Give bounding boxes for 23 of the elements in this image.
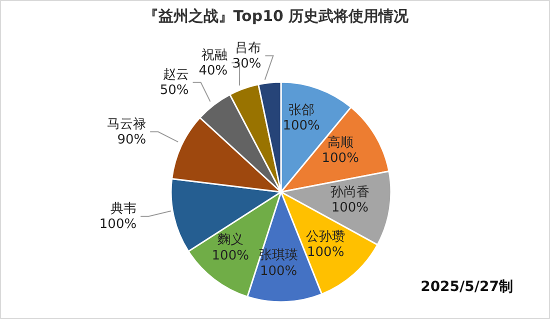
slice-label: 孙尚香	[330, 184, 370, 200]
data-label: 90%	[117, 132, 146, 148]
data-label: 50%	[160, 83, 189, 98]
slice-label: 张郃	[288, 103, 314, 118]
data-label: 40%	[198, 63, 228, 78]
data-label: 100%	[99, 217, 137, 232]
slice-label: 祝融	[202, 48, 228, 63]
data-label: 30%	[232, 56, 262, 72]
slice-label: 马云禄	[107, 116, 146, 132]
data-label: 100%	[331, 200, 368, 216]
data-label: 100%	[260, 264, 298, 279]
text: 2025/5/27制	[420, 278, 513, 296]
slice-label: 高顺	[327, 134, 354, 150]
slice-label: 赵云	[162, 67, 189, 82]
slice-label: 麴义	[217, 232, 244, 248]
slice-label: 典韦	[110, 201, 137, 216]
data-label: 100%	[322, 150, 359, 166]
data-label: 100%	[282, 118, 320, 134]
slice-label: 公孙瓒	[306, 229, 346, 244]
slice-label: 吕布	[235, 40, 262, 56]
data-label: 100%	[212, 248, 249, 264]
data-label: 100%	[307, 244, 344, 260]
chart-title: 『益州之战』Top10 历史武将使用情况	[142, 7, 410, 26]
